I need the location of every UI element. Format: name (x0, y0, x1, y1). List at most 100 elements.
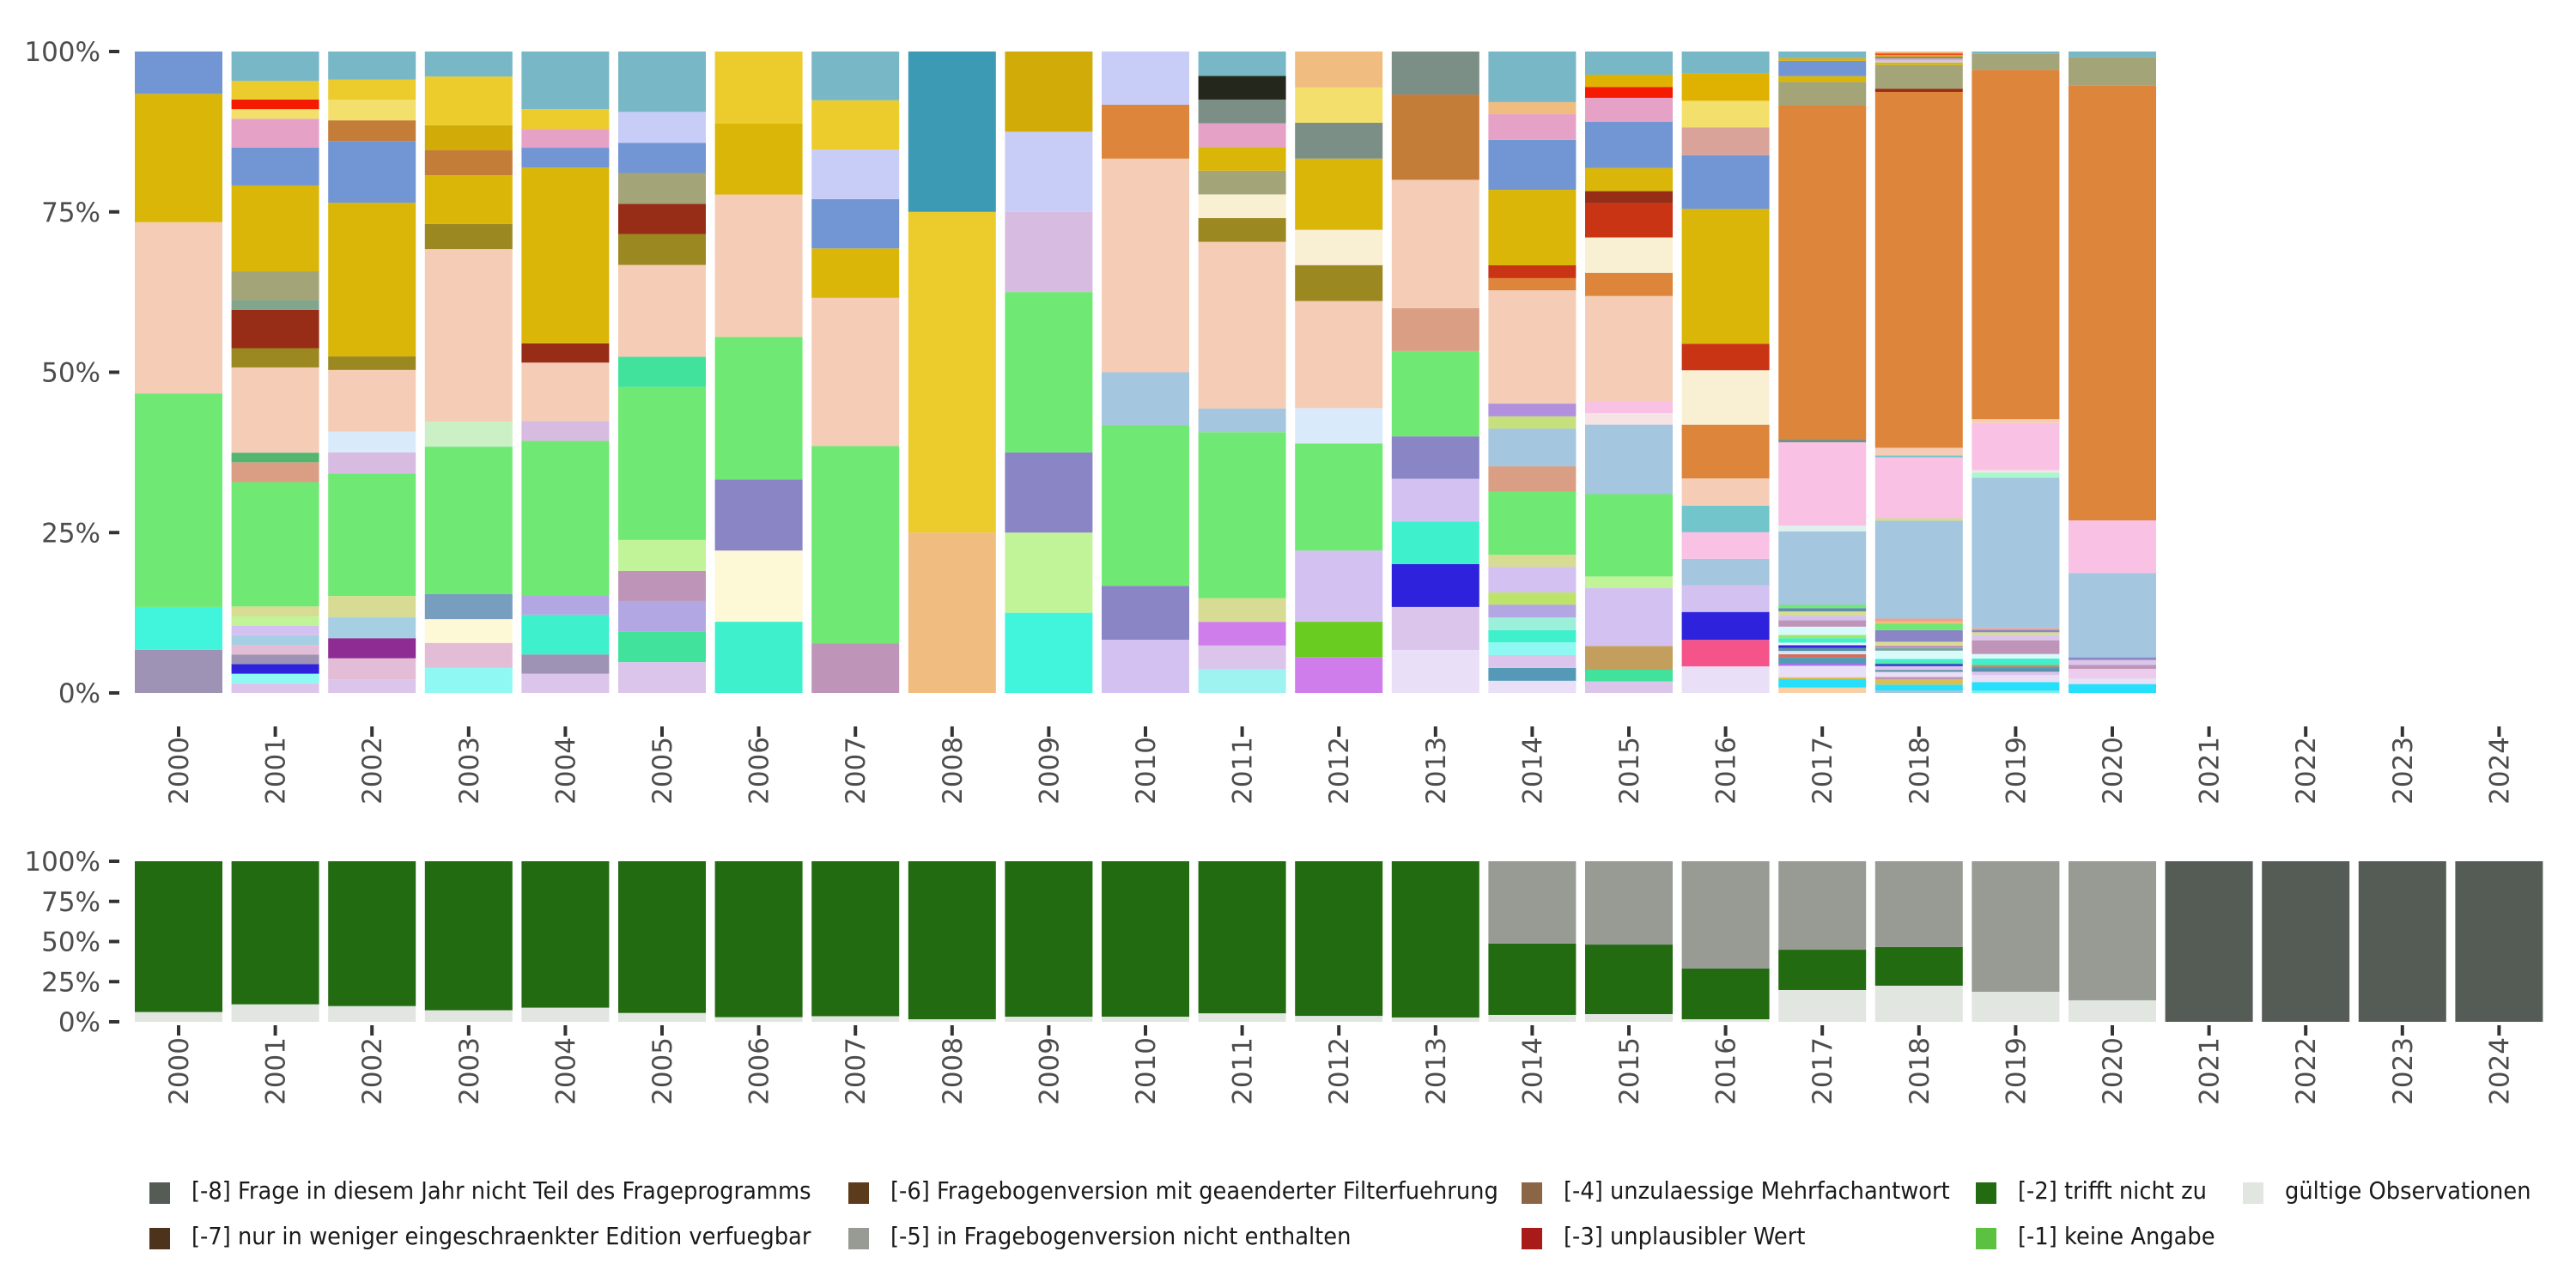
bar-segment (521, 595, 610, 615)
y-tick-label: 0% (58, 1007, 100, 1038)
x-tick-label: 2018 (1905, 737, 1935, 805)
bar-segment (135, 393, 222, 607)
bar-segment (1681, 611, 1770, 641)
x-tick-label: 2019 (2001, 1037, 2032, 1105)
bar-segment (1198, 52, 1286, 76)
bar-segment (1005, 861, 1093, 1018)
bar-segment (1198, 194, 1286, 219)
bar-segment (1295, 301, 1383, 409)
bar-segment (424, 150, 513, 176)
bar-2022 (2262, 861, 2350, 1022)
y-tick-label: 75% (41, 887, 100, 918)
bar-segment (2262, 861, 2350, 1022)
bar-segment (135, 52, 222, 94)
bar-segment (1198, 218, 1286, 242)
bar-segment (1971, 70, 2060, 420)
bar-2019 (1971, 52, 2060, 693)
bottom-bars (135, 861, 2543, 1022)
bar-segment (1488, 592, 1577, 605)
x-tick-label: 2014 (1517, 737, 1548, 805)
bar-segment (328, 203, 416, 357)
bar-2006 (714, 52, 803, 693)
bar-segment (328, 638, 416, 659)
bar-segment (1102, 158, 1189, 373)
bar-2019 (1971, 861, 2060, 1022)
bar-segment (811, 643, 900, 693)
y-tick-label: 75% (41, 197, 100, 228)
bar-segment (1681, 478, 1770, 506)
bar-segment (521, 1007, 610, 1022)
bar-2018 (1874, 52, 1963, 693)
bar-segment (1971, 419, 2060, 423)
bar-segment (1585, 413, 1673, 425)
bar-segment (231, 654, 319, 665)
bar-segment (1102, 861, 1189, 1018)
bar-segment (1681, 52, 1770, 74)
x-tick-label: 2006 (744, 1037, 775, 1105)
bar-segment (328, 861, 416, 1006)
x-tick-label: 2020 (2098, 737, 2129, 805)
bar-segment (714, 550, 803, 623)
bar-segment (424, 593, 513, 620)
bar-segment (1102, 639, 1189, 693)
bar-segment (1778, 950, 1867, 990)
bar-2020 (2069, 861, 2156, 1022)
bar-segment (1874, 54, 1963, 57)
bar-segment (1488, 265, 1577, 278)
bar-segment (1874, 88, 1963, 92)
y-tick-label: 100% (24, 847, 100, 878)
bar-segment (1778, 76, 1867, 82)
bar-segment (1198, 622, 1286, 646)
bar-segment (328, 369, 416, 432)
bar-segment (1874, 946, 1963, 986)
bar-segment (618, 386, 706, 540)
bar-segment (231, 99, 319, 110)
bar-segment (908, 532, 996, 693)
bar-segment (1778, 608, 1867, 611)
x-tick-label: 2008 (938, 1037, 969, 1105)
bar-segment (1874, 447, 1963, 456)
bar-segment (1585, 191, 1673, 204)
y-tick-label: 50% (41, 927, 100, 958)
bar-segment (1971, 628, 2060, 630)
bar-segment (1778, 605, 1867, 609)
bar-segment (714, 123, 803, 195)
bar-segment (1198, 147, 1286, 171)
bar-segment (1681, 209, 1770, 344)
bar-segment (1005, 452, 1093, 533)
bar-segment (1391, 94, 1479, 180)
bar-2016 (1681, 861, 1770, 1022)
bar-segment (1488, 404, 1577, 416)
bar-segment (328, 141, 416, 204)
x-tick-label: 2016 (1711, 1037, 1742, 1105)
bar-segment (1874, 621, 1963, 624)
x-tick-label: 2015 (1614, 1037, 1645, 1105)
bar-segment (1488, 139, 1577, 191)
bar-segment (424, 667, 513, 693)
bar-segment (1488, 861, 1577, 944)
bar-segment (1488, 554, 1577, 568)
bar-segment (618, 143, 706, 173)
bar-segment (1585, 1014, 1673, 1022)
bar-segment (1295, 443, 1383, 551)
x-tick-label: 2023 (2388, 737, 2419, 805)
bar-segment (2069, 57, 2156, 86)
bar-segment (1971, 52, 2060, 54)
bar-segment (1295, 122, 1383, 159)
x-tick-label: 2012 (1324, 737, 1355, 805)
bar-segment (1488, 605, 1577, 618)
top-bars (135, 52, 2156, 693)
bar-segment (231, 664, 319, 674)
bar-segment (328, 1005, 416, 1022)
bar-segment (231, 309, 319, 349)
bar-segment (521, 673, 610, 693)
bar-segment (1874, 623, 1963, 630)
x-tick-label: 2008 (938, 737, 969, 805)
bar-segment (1295, 550, 1383, 623)
bar-segment (521, 343, 610, 363)
bar-segment (135, 606, 222, 650)
y-tick-label: 25% (41, 967, 100, 998)
x-tick-label: 2011 (1228, 737, 1259, 805)
bar-segment (1585, 237, 1673, 273)
